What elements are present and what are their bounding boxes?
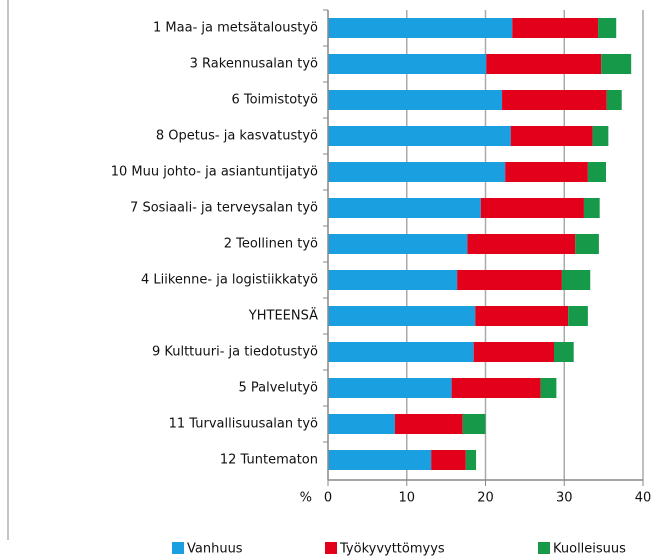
legend-label: Kuolleisuus bbox=[553, 542, 626, 557]
bar-segment bbox=[606, 90, 622, 110]
bar-segment bbox=[328, 234, 468, 254]
bar-segment bbox=[462, 414, 486, 434]
bar-segment bbox=[480, 198, 584, 218]
legend-label: Vanhuus bbox=[187, 542, 243, 557]
legend-swatch bbox=[325, 542, 337, 554]
x-tick-label: 10 bbox=[398, 491, 415, 506]
bar-segment bbox=[328, 126, 511, 146]
bar-segment bbox=[431, 450, 466, 470]
y-tick-label: 2 Teollinen työ bbox=[224, 237, 318, 252]
y-tick-label: 10 Muu johto- ja asiantuntijatyö bbox=[111, 165, 318, 180]
x-axis-label: % bbox=[300, 491, 312, 506]
x-tick-label: 30 bbox=[556, 491, 573, 506]
y-tick-label: 4 Liikenne- ja logistiikkatyö bbox=[141, 273, 318, 288]
bar-segment bbox=[510, 126, 593, 146]
bar-segment bbox=[394, 414, 463, 434]
bar-segment bbox=[328, 198, 481, 218]
bar-segment bbox=[328, 162, 506, 182]
y-tick-label: 3 Rakennusalan työ bbox=[190, 57, 318, 72]
bar-segment bbox=[328, 450, 432, 470]
bar-segment bbox=[328, 378, 452, 398]
legend-swatch bbox=[538, 542, 550, 554]
y-tick-label: 1 Maa- ja metsätaloustyö bbox=[153, 21, 318, 36]
bar-segment bbox=[328, 270, 458, 290]
bar-segment bbox=[561, 270, 591, 290]
x-tick-label: 40 bbox=[635, 491, 652, 506]
bar-segment bbox=[486, 54, 602, 74]
bar-segment bbox=[554, 342, 574, 362]
y-tick-label: 8 Opetus- ja kasvatustyö bbox=[156, 129, 318, 144]
bar-segment bbox=[457, 270, 562, 290]
x-tick-label: 20 bbox=[477, 491, 494, 506]
bar-segment bbox=[575, 234, 599, 254]
y-tick-label: 6 Toimistotyö bbox=[231, 93, 318, 108]
bar-segment bbox=[601, 54, 632, 74]
y-tick-label: YHTEENSÄ bbox=[248, 308, 318, 324]
bar-segment bbox=[583, 198, 600, 218]
bar-segment bbox=[592, 126, 609, 146]
x-tick-label: 0 bbox=[324, 491, 332, 506]
y-tick-label: 9 Kulttuuri- ja tiedotustyö bbox=[152, 345, 318, 360]
bar-segment bbox=[451, 378, 541, 398]
bar-segment bbox=[473, 342, 555, 362]
bar-segment bbox=[328, 90, 503, 110]
bar-segment bbox=[505, 162, 588, 182]
y-tick-label: 11 Turvallisuusalan työ bbox=[169, 417, 318, 432]
bar-segment bbox=[467, 234, 576, 254]
bar-segment bbox=[587, 162, 606, 182]
y-tick-label: 7 Sosiaali- ja terveysalan työ bbox=[130, 201, 318, 216]
bar-segment bbox=[475, 306, 569, 326]
bar-segment bbox=[328, 414, 395, 434]
bar-segment bbox=[465, 450, 477, 470]
bar-segment bbox=[598, 18, 617, 38]
legend-swatch bbox=[172, 542, 184, 554]
bar-segment bbox=[328, 306, 476, 326]
legend-label: Työkyvyttömyys bbox=[339, 542, 445, 557]
bar-segment bbox=[512, 18, 599, 38]
y-tick-label: 5 Palvelutyö bbox=[238, 381, 318, 396]
bar-segment bbox=[328, 54, 487, 74]
bar-segment bbox=[328, 18, 513, 38]
bar-segment bbox=[540, 378, 557, 398]
bar-segment bbox=[568, 306, 588, 326]
y-tick-label: 12 Tuntematon bbox=[220, 453, 318, 468]
bar-segment bbox=[502, 90, 607, 110]
bar-segment bbox=[328, 342, 474, 362]
